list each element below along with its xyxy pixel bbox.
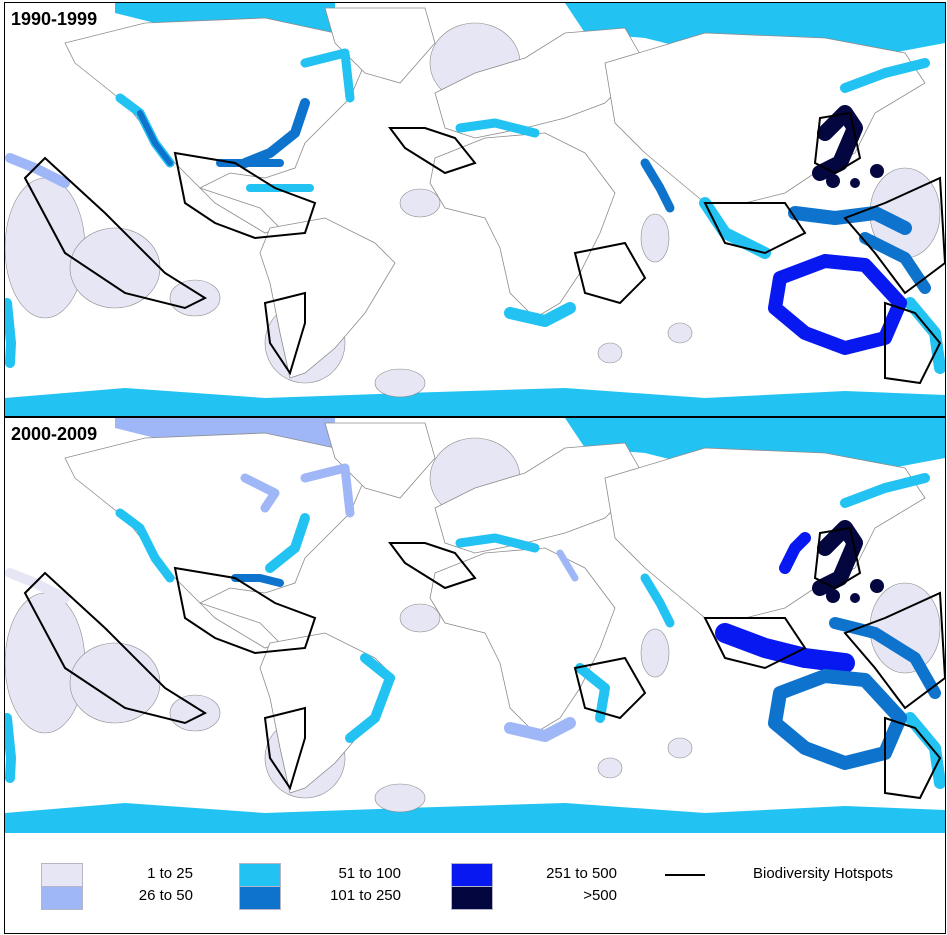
band-north-atlantic — [300, 463, 355, 518]
band-japan — [812, 520, 863, 596]
band-west-edge — [5, 713, 16, 783]
legend-label-101-250: 101 to 250 — [330, 887, 401, 904]
legend-label-1-25: 1 to 25 — [147, 865, 193, 882]
band-red-sea — [556, 549, 579, 582]
legend-label-51-100: 51 to 100 — [338, 865, 401, 882]
legend-label-500-plus: >500 — [583, 887, 617, 904]
antarctic-band — [5, 388, 945, 416]
south-america — [259, 217, 396, 379]
legend-swatch-251-500 — [451, 863, 493, 887]
band-east-asia — [840, 58, 930, 93]
band-east-asia — [840, 473, 930, 508]
band-east-asia-blue — [779, 532, 811, 574]
band-png — [859, 232, 931, 294]
world-map-1990s — [5, 3, 945, 416]
greenland — [324, 422, 436, 499]
antarctic-band — [5, 803, 945, 834]
continents — [64, 7, 926, 379]
africa — [429, 547, 616, 734]
band-png — [829, 617, 941, 699]
band-indonesia — [715, 623, 855, 673]
band-east-africa — [575, 663, 610, 723]
hotspot-outlines-2000s — [23, 526, 945, 800]
legend-swatch-51-100 — [239, 863, 281, 887]
hotspot-outlines-1990s — [23, 111, 945, 385]
band-south-africa — [504, 302, 576, 327]
band-pacific-islands — [904, 712, 945, 789]
band-mediterranean — [455, 533, 540, 553]
north-america — [64, 432, 366, 604]
band-hudson — [240, 473, 280, 513]
high-count-dots — [826, 579, 884, 603]
band-indonesia — [788, 206, 912, 235]
central-america — [199, 602, 281, 649]
band-west-us — [137, 110, 173, 166]
band-mediterranean — [455, 118, 540, 138]
legend-label-hotspots: Biodiversity Hotspots — [753, 865, 894, 882]
legend-label-251-500: 251 to 500 — [546, 865, 617, 882]
eez-low-zones — [5, 22, 941, 398]
map-panel-2000-2009: 2000-2009 — [4, 417, 946, 835]
band-west-edge — [5, 298, 16, 368]
high-count-dots — [826, 164, 884, 188]
band-south-africa — [504, 717, 576, 742]
world-map-2000s — [5, 418, 945, 834]
band-india — [640, 573, 675, 628]
legend-swatch-1-25 — [41, 863, 83, 887]
legend: 1 to 25 26 to 50 51 to 100 101 to 250 25… — [4, 833, 946, 934]
greenland — [324, 7, 436, 84]
band-japan — [812, 105, 863, 181]
legend-hotspot-line — [665, 874, 705, 876]
continents — [64, 422, 926, 794]
band-east-us — [265, 513, 310, 573]
panel-title-2000-2009: 2000-2009 — [11, 424, 98, 444]
legend-swatch-26-50 — [41, 886, 83, 910]
legend-swatch-500-plus — [451, 886, 493, 910]
band-east-us — [240, 98, 310, 168]
band-se-asia — [699, 197, 771, 259]
band-alaska — [115, 508, 175, 583]
panel-title-1990-1999: 1990-1999 — [11, 9, 98, 29]
africa — [429, 132, 616, 319]
band-brazil — [345, 653, 395, 743]
legend-label-26-50: 26 to 50 — [138, 887, 193, 904]
band-pacific-islands — [904, 297, 945, 374]
band-north-atlantic — [300, 48, 355, 103]
map-panel-1990-1999: 1990-1999 — [4, 2, 946, 417]
central-america — [199, 187, 281, 234]
north-america — [64, 17, 366, 189]
legend-swatch-101-250 — [239, 886, 281, 910]
band-gulf — [231, 574, 284, 587]
band-india — [640, 158, 675, 213]
